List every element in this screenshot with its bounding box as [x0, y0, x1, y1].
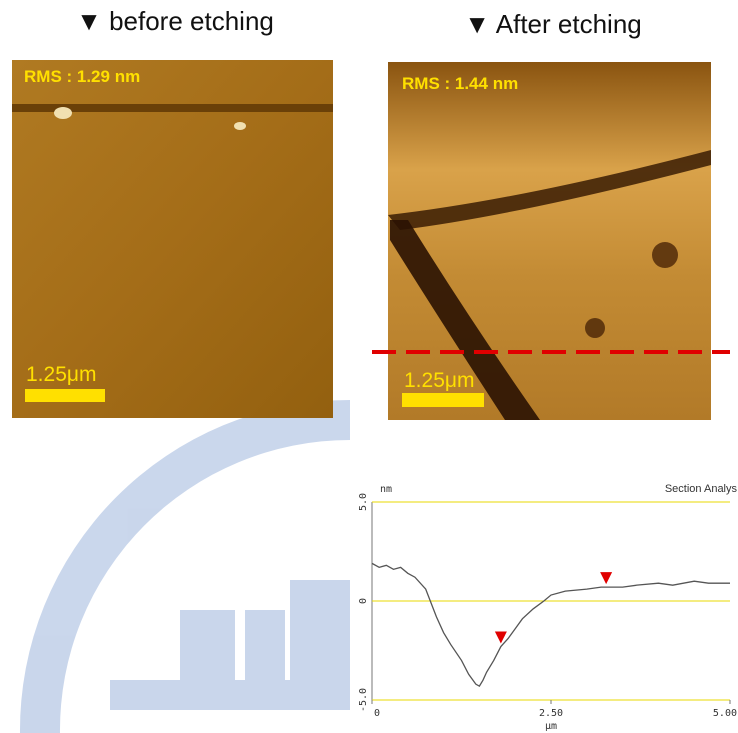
y-tick-label: 0 [358, 598, 369, 604]
y-tick-label: 5.0 [358, 493, 369, 511]
x-axis-label: μm [545, 721, 557, 732]
panel-heading: ▼ before etching [76, 6, 274, 36]
watermark [20, 400, 350, 733]
rms-label: RMS : 1.29 nm [24, 67, 140, 86]
x-tick-label: 0 [374, 708, 380, 719]
scale-label: 1.25μm [404, 369, 474, 392]
y-tick-label: -5.0 [358, 688, 369, 712]
figure: ▼ before etching RMS : 1.29 nm 1.25μm ▼ … [0, 0, 738, 733]
rms-label: RMS : 1.44 nm [402, 74, 518, 93]
panel-heading: ▼ After etching [464, 9, 642, 39]
afm-image-after [388, 62, 711, 420]
x-tick-label: 2.50 [539, 708, 563, 719]
scale-label: 1.25μm [26, 363, 96, 386]
x-tick-label: 5.00 [713, 708, 737, 719]
y-axis-label: nm [380, 484, 392, 495]
plot-title: Section Analys [665, 483, 738, 495]
